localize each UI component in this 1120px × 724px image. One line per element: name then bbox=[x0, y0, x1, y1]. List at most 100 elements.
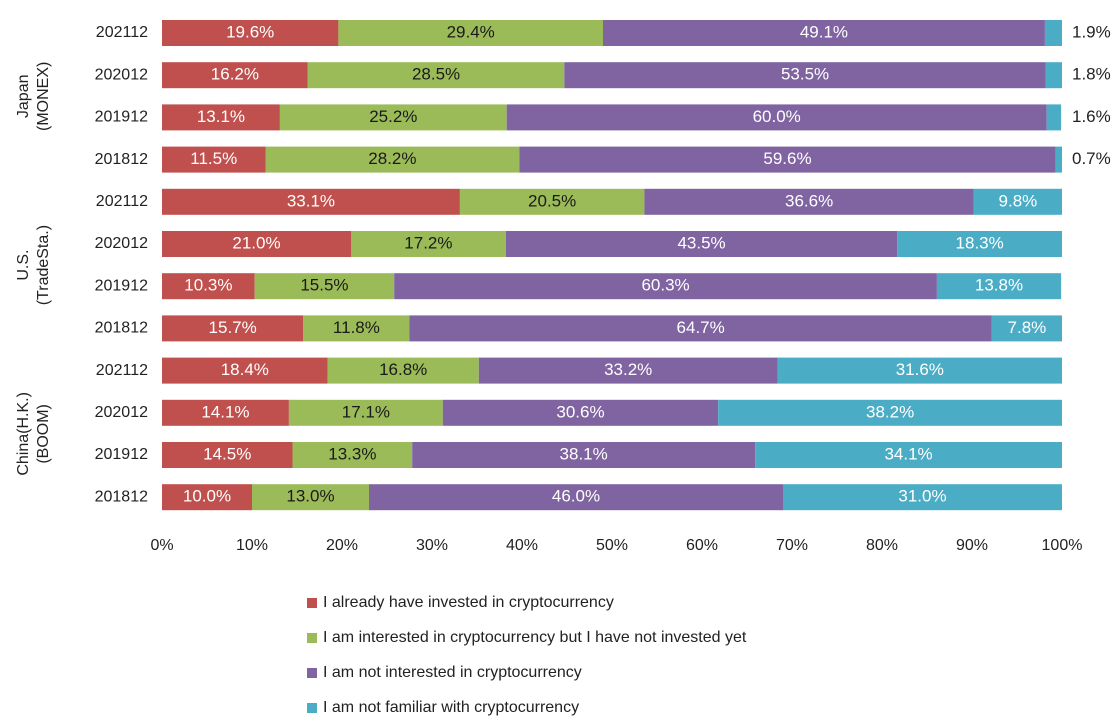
bar-segment bbox=[1055, 146, 1062, 173]
value-label: 31.0% bbox=[898, 487, 946, 506]
bar-segment bbox=[442, 399, 719, 426]
bar-segment bbox=[162, 20, 339, 46]
value-label: 13.1% bbox=[197, 107, 245, 126]
bar-segment bbox=[303, 315, 410, 342]
x-tick-label: 50% bbox=[596, 537, 628, 554]
group-label: China(H.K.) bbox=[15, 392, 32, 476]
bar-segment bbox=[505, 231, 898, 257]
value-label: 34.1% bbox=[884, 444, 932, 463]
y-tick-label: 202012 bbox=[95, 235, 148, 252]
legend-swatch bbox=[307, 598, 317, 608]
value-label: 16.8% bbox=[379, 360, 427, 379]
legend-label: I already have invested in cryptocurrenc… bbox=[323, 594, 614, 611]
y-tick-label: 201912 bbox=[95, 277, 148, 294]
value-label: 7.8% bbox=[1008, 318, 1047, 337]
value-label: 43.5% bbox=[677, 233, 725, 252]
y-tick-label: 201812 bbox=[95, 151, 148, 168]
bar-segment bbox=[991, 315, 1062, 342]
group-label: (TradeSta.) bbox=[35, 225, 52, 305]
value-label: 10.3% bbox=[184, 276, 232, 295]
x-tick-label: 80% bbox=[866, 537, 898, 554]
bar-segment bbox=[162, 146, 266, 173]
bar-segment bbox=[519, 146, 1056, 173]
group-label: (MONEX) bbox=[35, 62, 52, 131]
y-tick-label: 202012 bbox=[95, 404, 148, 421]
value-label: 59.6% bbox=[763, 149, 811, 168]
value-label: 21.0% bbox=[232, 233, 280, 252]
value-label: 60.0% bbox=[753, 107, 801, 126]
y-tick-label: 201812 bbox=[95, 320, 148, 337]
bar-segment bbox=[1045, 62, 1062, 89]
value-label: 18.3% bbox=[956, 233, 1004, 252]
y-tick-label: 202112 bbox=[96, 193, 148, 210]
x-tick-label: 60% bbox=[686, 537, 718, 554]
value-label: 14.1% bbox=[201, 402, 249, 421]
bar-segment bbox=[783, 484, 1062, 511]
value-label: 31.6% bbox=[896, 360, 944, 379]
bar-segment bbox=[162, 231, 351, 257]
value-label: 33.2% bbox=[604, 360, 652, 379]
value-label: 33.1% bbox=[287, 191, 335, 210]
bar-segment bbox=[973, 188, 1062, 215]
bar-segment bbox=[478, 357, 778, 384]
group-label: (BOOM) bbox=[35, 404, 52, 464]
bar-segment bbox=[755, 442, 1062, 468]
value-label: 15.7% bbox=[209, 318, 257, 337]
bar-segment bbox=[162, 188, 460, 215]
value-label: 25.2% bbox=[369, 107, 417, 126]
value-label: 19.6% bbox=[226, 22, 274, 41]
x-tick-label: 30% bbox=[416, 537, 448, 554]
bar-segment bbox=[307, 62, 565, 89]
x-tick-label: 0% bbox=[150, 537, 173, 554]
bar-segment bbox=[252, 484, 369, 511]
x-tick-label: 40% bbox=[506, 537, 538, 554]
value-label: 13.0% bbox=[286, 487, 334, 506]
value-label: 18.4% bbox=[221, 360, 269, 379]
value-label: 36.6% bbox=[785, 191, 833, 210]
bar-segment bbox=[718, 399, 1062, 426]
legend-swatch bbox=[307, 668, 317, 678]
value-label: 15.5% bbox=[300, 276, 348, 295]
value-label: 0.7% bbox=[1072, 149, 1111, 168]
bar-segment bbox=[412, 442, 756, 468]
bar-segment bbox=[603, 20, 1045, 46]
x-tick-label: 70% bbox=[776, 537, 808, 554]
bar-segment bbox=[369, 484, 783, 511]
legend-swatch bbox=[307, 703, 317, 713]
bar-segment bbox=[897, 231, 1062, 257]
bar-segment bbox=[644, 188, 974, 215]
bar-segment bbox=[265, 146, 520, 173]
value-label: 38.2% bbox=[866, 402, 914, 421]
bar-segment bbox=[1046, 104, 1062, 131]
y-tick-label: 201912 bbox=[95, 109, 148, 126]
y-tick-label: 202112 bbox=[96, 362, 148, 379]
value-label: 60.3% bbox=[641, 276, 689, 295]
bar-segment bbox=[279, 104, 507, 131]
bar-segment bbox=[162, 399, 289, 426]
bar-segment bbox=[162, 104, 280, 131]
value-label: 49.1% bbox=[800, 22, 848, 41]
x-tick-label: 20% bbox=[326, 537, 358, 554]
value-label: 28.2% bbox=[368, 149, 416, 168]
x-tick-label: 10% bbox=[236, 537, 268, 554]
y-tick-label: 201812 bbox=[95, 488, 148, 505]
legend-label: I am interested in cryptocurrency but I … bbox=[323, 629, 747, 646]
bar-segment bbox=[292, 442, 413, 468]
bar-segment bbox=[288, 399, 443, 426]
y-tick-label: 202112 bbox=[96, 24, 148, 41]
value-label: 17.1% bbox=[342, 402, 390, 421]
bar-segment bbox=[338, 20, 603, 46]
bar-segment bbox=[409, 315, 992, 342]
group-label: Japan bbox=[15, 75, 32, 119]
value-label: 1.6% bbox=[1072, 107, 1111, 126]
bar-segment bbox=[162, 484, 252, 511]
value-label: 46.0% bbox=[552, 487, 600, 506]
value-label: 16.2% bbox=[211, 65, 259, 84]
value-label: 38.1% bbox=[560, 444, 608, 463]
value-label: 1.9% bbox=[1072, 22, 1111, 41]
bar-segment bbox=[162, 273, 255, 300]
bar-segment bbox=[564, 62, 1046, 89]
bar-segment bbox=[162, 62, 308, 89]
